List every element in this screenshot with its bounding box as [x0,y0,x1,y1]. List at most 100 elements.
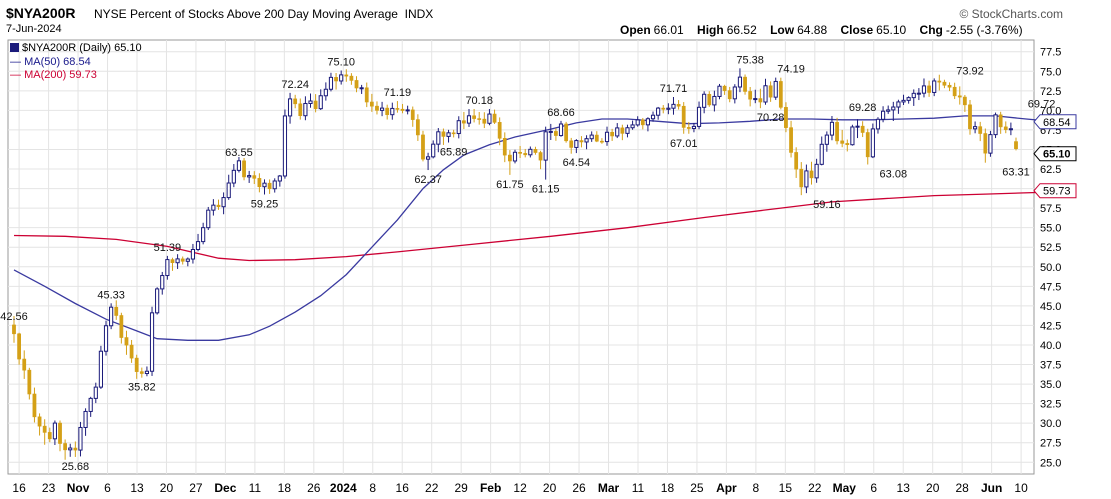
y-tick-label: 27.5 [1040,438,1061,450]
candle-body-down [461,120,466,124]
y-tick-label: 55.0 [1040,223,1061,235]
candle-body-down [139,371,144,374]
candle-body-up [93,386,98,399]
candle-body-up [206,209,211,229]
x-tick-label: 23 [42,481,56,495]
candle-body-up [988,134,993,154]
candle-body-up [528,148,533,156]
candle-body-up [379,107,385,111]
x-tick-label: 20 [543,481,557,495]
y-tick-label: 62.5 [1040,164,1061,176]
candle-body-up [666,107,671,110]
y-tick-label: 40.0 [1040,340,1061,352]
value-annotation: 73.92 [956,66,984,78]
candle-body-up [814,163,819,179]
candle-body-down [998,114,1003,128]
candle-body-down [58,422,62,444]
candle-body-up [880,110,886,120]
value-annotation: 70.18 [465,95,493,107]
candle-body-down [722,85,727,91]
y-tick-label: 45.0 [1040,301,1061,313]
candle-body-down [564,123,569,142]
candle-body-down [860,125,865,133]
candle-body-up [431,143,436,158]
candle-body-down [344,74,349,77]
x-tick-label: 26 [307,481,321,495]
x-tick-label: 11 [249,481,262,495]
open-value: 66.01 [653,23,684,37]
ma200-line [13,190,1068,262]
candle-body-down [845,143,850,146]
candle-body-up [78,426,83,451]
value-annotation: 63.31 [1002,167,1030,179]
candle-body-up [426,156,431,160]
x-tick-label: 11 [632,481,645,495]
candle-body-up [390,107,395,116]
candle-body-down [395,108,400,110]
x-tick-label: 29 [454,481,468,495]
x-tick-label: 16 [396,481,410,495]
candle-body-down [313,100,318,109]
right-value-tag-ma200: 59.73 [1033,183,1077,199]
candle-body-down [375,105,379,111]
candle-body-down [410,109,415,120]
y-tick-label: 37.5 [1040,360,1061,372]
x-tick-label: 8 [753,481,760,495]
candle-body-up [763,85,768,103]
value-annotation: 63.55 [225,147,253,159]
candle-body-up [870,128,875,158]
y-tick-label: 50.0 [1040,262,1061,274]
y-tick-label: 72.5 [1040,86,1061,98]
candle-body-down [369,101,374,107]
candle-body-down [947,84,952,88]
candle-body-up [149,312,155,372]
candle-body-down [415,119,420,136]
candle-body-down [364,87,369,103]
value-annotation: 65.89 [440,147,468,159]
candle-body-up [615,127,620,137]
value-tag-box [1033,183,1077,199]
x-tick-label: 20 [160,481,174,495]
candle-body-down [968,104,972,130]
right-value-tag-ma50: 68.54 [1033,114,1077,130]
candle-body-up [405,109,410,112]
candle-legend-icon [10,43,19,52]
exchange-text: INDX [404,7,434,21]
value-annotation: 68.66 [547,107,575,119]
candle-body-down [799,168,804,188]
value-annotation: 62.37 [414,174,442,186]
candle-body-down [114,306,119,316]
candle-body-down [497,122,502,139]
candle-body-up [282,115,288,177]
candle-body-up [308,100,313,104]
legend-ma50: — MA(50) 68.54 [10,56,91,68]
candle-body-down [482,118,487,124]
candle-body-down [784,107,788,128]
x-tick-label: 25 [690,481,704,495]
y-tick-label: 47.5 [1040,281,1061,293]
candle-body-down [421,134,425,160]
candle-body-down [293,98,298,105]
candle-body-up [1008,128,1013,131]
x-tick-label: 22 [808,481,822,495]
x-tick-label: 13 [130,481,144,495]
candle-body-up [696,106,702,127]
candle-body-down [477,118,482,120]
value-annotation: 51.39 [154,242,182,254]
candle-body-up [359,87,364,90]
symbol-description: NYSE Percent of Stocks Above 200 Day Mov… [94,7,433,21]
candle-body-down [492,113,497,123]
y-tick-label: 77.5 [1040,47,1061,59]
candle-body-down [22,358,27,371]
legend-ma200-label: MA(200) 59.73 [24,69,97,81]
candle-body-down [942,81,947,86]
candle-body-down [681,105,686,128]
value-tag-box [1033,146,1077,162]
candle-body-down [789,127,793,153]
candle-body-up [829,121,835,136]
candle-body-down [400,108,405,111]
candle-body-down [778,81,783,108]
candle-body-down [794,152,799,170]
candle-body-down [180,258,185,262]
candle-body-up [221,197,226,208]
